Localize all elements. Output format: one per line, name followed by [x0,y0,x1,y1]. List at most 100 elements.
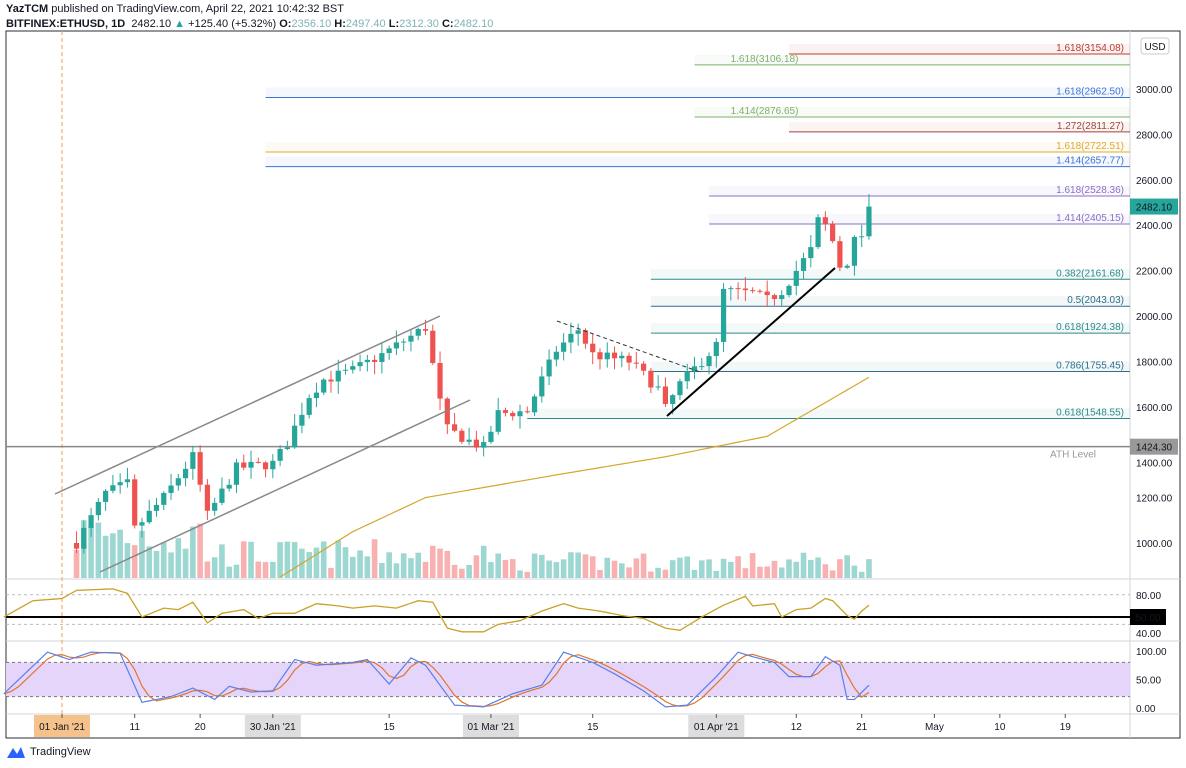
candle-body[interactable] [110,485,116,491]
channel-upper-line[interactable] [54,315,441,495]
candle-body[interactable] [190,452,196,469]
candle-body[interactable] [168,485,174,493]
candle-body[interactable] [146,510,152,523]
candle-body[interactable] [284,447,290,449]
candle-body[interactable] [124,479,131,483]
candle-body[interactable] [822,217,828,224]
candle-body[interactable] [670,395,676,404]
candle-body[interactable] [270,460,276,470]
candle-body[interactable] [851,236,858,266]
candle-body[interactable] [430,330,436,363]
candle-body[interactable] [153,504,160,511]
candle-body[interactable] [313,392,320,399]
candle-body[interactable] [844,265,850,268]
candle-body[interactable] [95,501,101,516]
candle-body[interactable] [451,424,458,431]
candle-body[interactable] [764,291,770,296]
candle-body[interactable] [779,295,785,299]
channel-lower-line[interactable] [99,399,471,573]
candle-body[interactable] [815,217,821,248]
candle-body[interactable] [248,461,254,468]
candle-body[interactable] [117,482,123,486]
candle-body[interactable] [808,247,814,259]
currency-button[interactable] [1140,37,1170,55]
candle-body[interactable] [357,362,363,367]
candle-body[interactable] [561,342,567,352]
candle-body[interactable] [771,295,778,299]
candle-body[interactable] [488,431,494,443]
candle-body[interactable] [531,396,538,413]
candle-body[interactable] [750,290,756,292]
candle-body[interactable] [757,290,763,292]
candle-body[interactable] [342,369,349,371]
candle-body[interactable] [481,442,487,448]
candle-body[interactable] [735,288,741,290]
candle-body[interactable] [364,359,370,363]
candle-body[interactable] [742,288,748,291]
candle-body[interactable] [626,355,632,363]
candle-body[interactable] [473,439,479,448]
candle-body[interactable] [633,362,639,364]
candle-body[interactable] [691,366,698,372]
candle-body[interactable] [502,410,509,413]
candle-body[interactable] [103,490,109,502]
candle-body[interactable] [175,478,181,486]
candle-body[interactable] [241,462,247,468]
candle-body[interactable] [582,330,589,344]
publisher-name[interactable]: YazTCM [6,3,49,15]
candle-body[interactable] [350,366,356,370]
candle-body[interactable] [568,333,574,343]
candle-body[interactable] [88,515,94,528]
candle-body[interactable] [379,353,385,362]
candle-body[interactable] [590,343,596,353]
candle-body[interactable] [793,270,799,286]
candle-body[interactable] [553,351,559,360]
candle-body[interactable] [212,502,218,511]
candle-body[interactable] [866,206,872,237]
candle-body[interactable] [830,223,836,242]
candle-body[interactable] [859,236,865,238]
candle-body[interactable] [182,468,189,479]
candle-body[interactable] [684,371,690,382]
candle-body[interactable] [546,359,552,377]
candle-body[interactable] [604,352,610,360]
candle-body[interactable] [524,411,530,413]
candle-body[interactable] [597,352,603,360]
candle-body[interactable] [786,285,792,296]
candle-body[interactable] [161,492,167,505]
candle-body[interactable] [401,341,407,343]
candle-body[interactable] [197,452,203,485]
candle-body[interactable] [677,381,683,396]
candle-body[interactable] [306,398,312,415]
candle-body[interactable] [81,527,87,549]
candle-body[interactable] [372,359,378,362]
candle-body[interactable] [233,462,240,485]
candle-body[interactable] [73,543,80,549]
candle-body[interactable] [415,329,421,336]
candle-body[interactable] [706,356,712,367]
candle-body[interactable] [611,352,618,359]
candle-body[interactable] [466,439,472,442]
candle-body[interactable] [800,258,807,271]
candle-body[interactable] [459,430,465,442]
candle-body[interactable] [437,362,443,399]
candle-body[interactable] [655,386,661,388]
candle-body[interactable] [422,329,429,331]
candle-body[interactable] [393,342,400,349]
candle-body[interactable] [386,348,392,354]
tradingview-logo[interactable]: TradingView [6,745,91,759]
candle-body[interactable] [335,370,341,382]
candle-body[interactable] [662,386,669,404]
candle-body[interactable] [204,484,210,511]
descending-trendline[interactable] [556,320,701,373]
candle-body[interactable] [321,379,327,393]
candle-body[interactable] [255,461,261,463]
candle-body[interactable] [728,288,734,290]
candle-body[interactable] [277,448,283,461]
candle-body[interactable] [139,522,145,526]
candle-body[interactable] [648,370,654,388]
candle-body[interactable] [641,363,647,371]
candle-body[interactable] [328,379,334,382]
candle-body[interactable] [699,366,705,368]
